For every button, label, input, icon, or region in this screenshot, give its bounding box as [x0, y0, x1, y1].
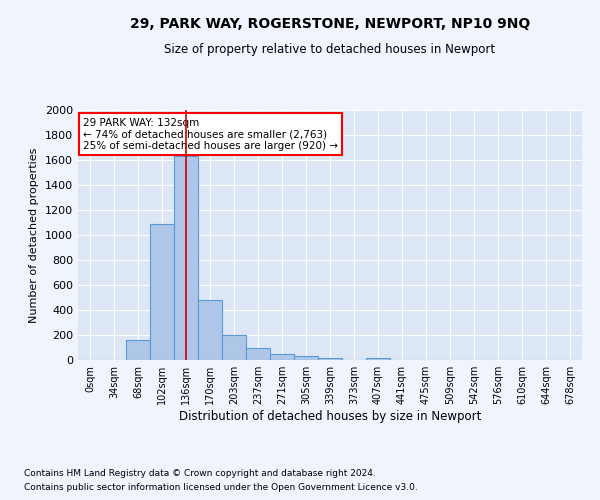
Bar: [294, 356, 318, 360]
Bar: [126, 340, 150, 360]
Bar: [246, 348, 270, 360]
Text: 29 PARK WAY: 132sqm
← 74% of detached houses are smaller (2,763)
25% of semi-det: 29 PARK WAY: 132sqm ← 74% of detached ho…: [83, 118, 338, 150]
Text: 29, PARK WAY, ROGERSTONE, NEWPORT, NP10 9NQ: 29, PARK WAY, ROGERSTONE, NEWPORT, NP10 …: [130, 18, 530, 32]
Text: Contains HM Land Registry data © Crown copyright and database right 2024.: Contains HM Land Registry data © Crown c…: [24, 468, 376, 477]
Y-axis label: Number of detached properties: Number of detached properties: [29, 148, 40, 322]
Text: Contains public sector information licensed under the Open Government Licence v3: Contains public sector information licen…: [24, 484, 418, 492]
Bar: [150, 224, 174, 360]
X-axis label: Distribution of detached houses by size in Newport: Distribution of detached houses by size …: [179, 410, 481, 423]
Text: Size of property relative to detached houses in Newport: Size of property relative to detached ho…: [164, 42, 496, 56]
Bar: [174, 156, 198, 360]
Bar: [222, 335, 246, 360]
Bar: [198, 300, 222, 360]
Bar: [318, 358, 342, 360]
Bar: [270, 354, 294, 360]
Bar: [366, 358, 390, 360]
